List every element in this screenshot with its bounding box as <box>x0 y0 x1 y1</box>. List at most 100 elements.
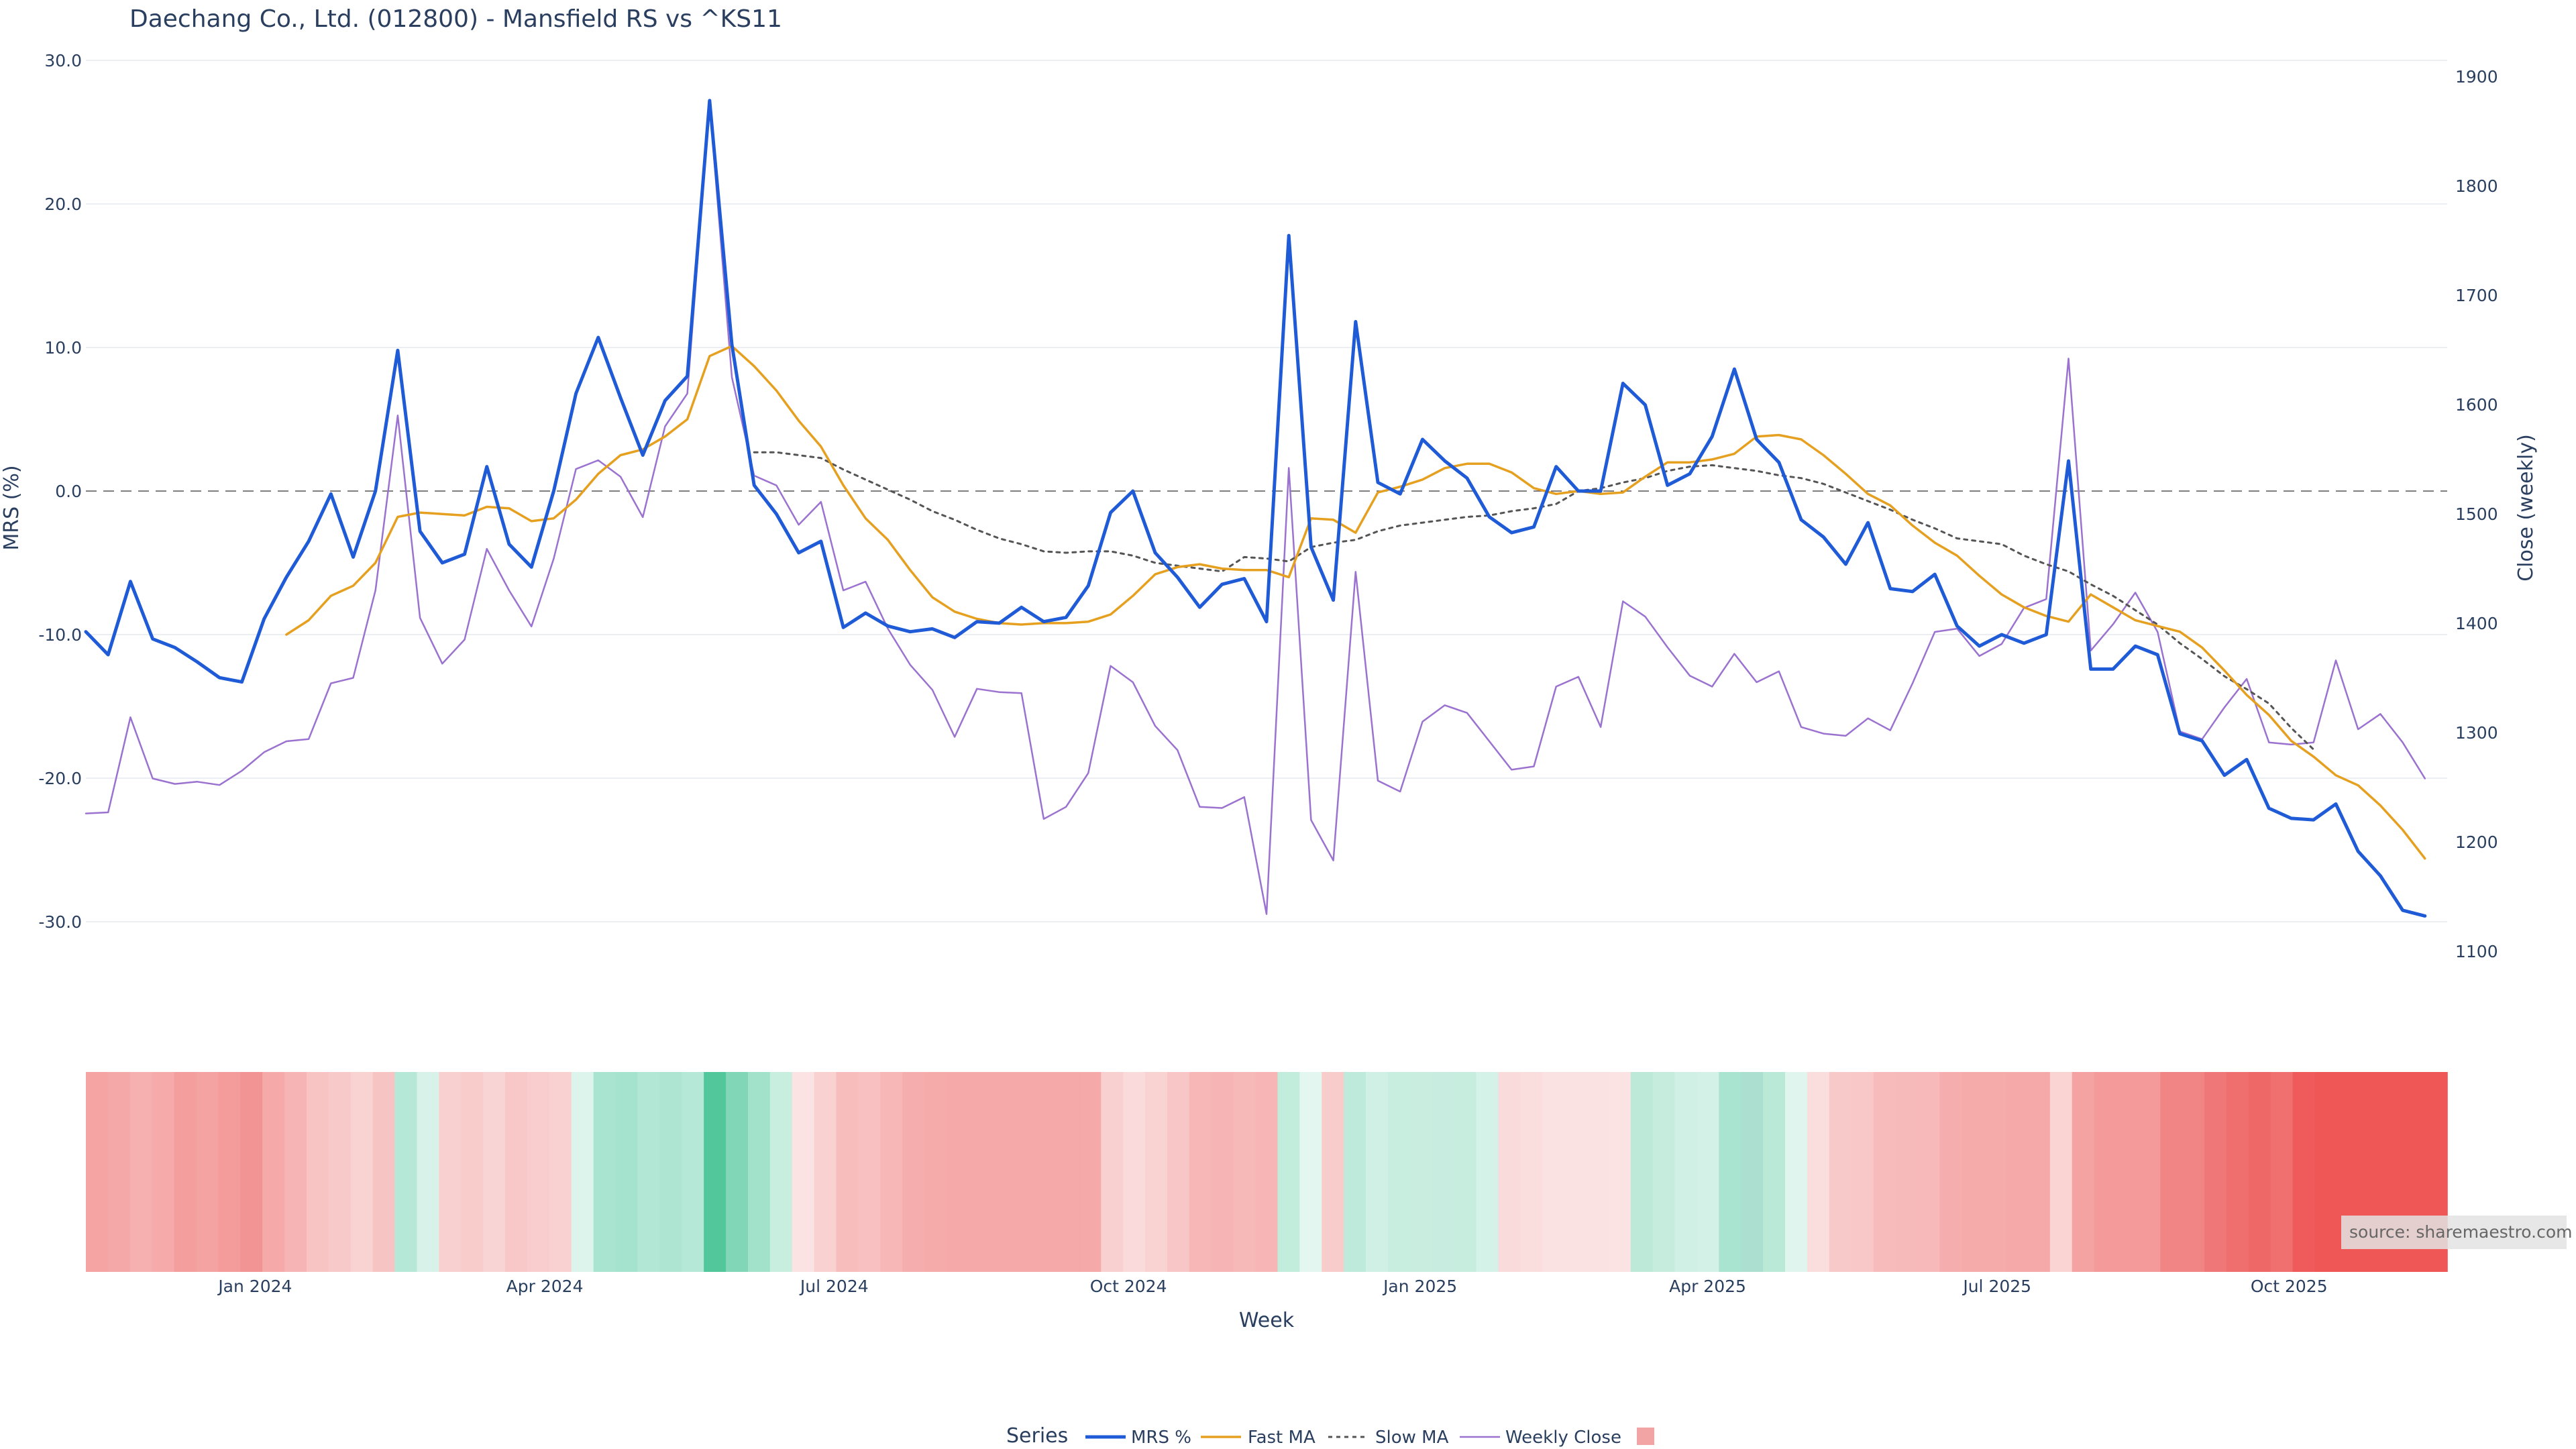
heatmap-cell <box>902 1072 925 1272</box>
right-tick-label: 1600 <box>2455 395 2498 415</box>
heatmap-cell <box>1564 1072 1587 1272</box>
heatmap-cell <box>2314 1072 2338 1272</box>
heatmap-cell <box>152 1072 175 1272</box>
heatmap-cell <box>1917 1072 1941 1272</box>
heatmap-cell <box>682 1072 704 1272</box>
left-axis-ticks: 30.0 20.0 10.0 0.0 -10.0 -20.0 -30.0 <box>38 51 82 932</box>
heatmap-cell <box>2116 1072 2139 1272</box>
legend: Series MRS % Fast MA Slow MA Weekly Clos… <box>1006 1424 1654 1448</box>
series-line-slow-ma <box>753 451 2315 751</box>
heatmap-cell <box>284 1072 307 1272</box>
heatmap-cell <box>1012 1072 1036 1272</box>
heatmap-cell <box>174 1072 197 1272</box>
heatmap-cell <box>814 1072 837 1272</box>
heatmap-cell <box>240 1072 263 1272</box>
heatmap-cell <box>704 1072 727 1272</box>
heatmap-cell <box>2094 1072 2117 1272</box>
heatmap-cell <box>2049 1072 2073 1272</box>
heatmap-cell <box>417 1072 440 1272</box>
heatmap-cell <box>86 1072 109 1272</box>
x-tick-label: Oct 2024 <box>1090 1277 1167 1296</box>
heatmap-cell <box>1984 1072 2006 1272</box>
left-tick-label: 20.0 <box>44 195 82 214</box>
right-tick-label: 1800 <box>2455 176 2498 196</box>
heatmap-strip <box>86 1072 2448 1272</box>
heatmap-cell <box>637 1072 661 1272</box>
heatmap-cell <box>1145 1072 1168 1272</box>
heatmap-cell <box>924 1072 947 1272</box>
x-tick-label: Jan 2024 <box>217 1277 292 1296</box>
left-axis-title: MRS (%) <box>0 465 23 550</box>
left-tick-label: 0.0 <box>55 482 82 501</box>
heatmap-cell <box>1079 1072 1102 1272</box>
left-tick-label: -10.0 <box>38 625 82 645</box>
chart-title: Daechang Co., Ltd. (012800) - Mansfield … <box>129 5 782 33</box>
right-axis-title: Close (weekly) <box>2514 434 2538 582</box>
heatmap-cell <box>1652 1072 1676 1272</box>
heatmap-cell <box>1873 1072 1896 1272</box>
heatmap-cell <box>1895 1072 1919 1272</box>
heatmap-cell <box>1630 1072 1654 1272</box>
heatmap-cell <box>2182 1072 2205 1272</box>
heatmap-cell <box>1807 1072 1830 1272</box>
heatmap-cell <box>1387 1072 1411 1272</box>
heatmap-cell <box>2204 1072 2227 1272</box>
x-tick-label: Jul 2025 <box>1962 1277 2031 1296</box>
heatmap-cell <box>2248 1072 2271 1272</box>
heatmap-cell <box>1299 1072 1323 1272</box>
heatmap-cell <box>1608 1072 1631 1272</box>
right-tick-label: 1200 <box>2455 833 2498 852</box>
heatmap-cell <box>1829 1072 1852 1272</box>
heatmap-cell <box>769 1072 793 1272</box>
x-tick-label: Apr 2024 <box>506 1277 584 1296</box>
x-tick-label: Jul 2024 <box>799 1277 869 1296</box>
heatmap-cell <box>1674 1072 1698 1272</box>
right-tick-label: 1700 <box>2455 286 2498 305</box>
heatmap-cell <box>394 1072 418 1272</box>
left-tick-label: -30.0 <box>38 912 82 932</box>
right-tick-label: 1100 <box>2455 942 2498 961</box>
heatmap-cell <box>129 1072 153 1272</box>
heatmap-cell <box>527 1072 550 1272</box>
heatmap-cell <box>1785 1072 1808 1272</box>
heatmap-cell <box>990 1072 1014 1272</box>
heatmap-cell <box>2072 1072 2095 1272</box>
heatmap-cell <box>2226 1072 2249 1272</box>
heatmap-cell <box>836 1072 859 1272</box>
heatmap-cell <box>615 1072 639 1272</box>
gridlines <box>86 60 2447 922</box>
x-axis-ticks: Jan 2024 Apr 2024 Jul 2024 Oct 2024 Jan 2025… <box>217 1277 2327 1296</box>
heatmap-cell <box>1189 1072 1212 1272</box>
heatmap-cell <box>880 1072 903 1272</box>
x-tick-label: Jan 2025 <box>1382 1277 1457 1296</box>
legend-label-fast-ma[interactable]: Fast MA <box>1248 1428 1316 1448</box>
heatmap-cell <box>2006 1072 2029 1272</box>
series-lines <box>84 99 2427 918</box>
series-line-fast-ma <box>285 345 2426 860</box>
heatmap-cell <box>306 1072 329 1272</box>
heatmap-cell <box>946 1072 969 1272</box>
right-tick-label: 1300 <box>2455 723 2498 743</box>
right-tick-label: 1400 <box>2455 614 2498 633</box>
legend-label-weekly-close[interactable]: Weekly Close <box>1505 1428 1621 1448</box>
heatmap-cell <box>218 1072 241 1272</box>
source-watermark-background <box>2341 1216 2567 1249</box>
series-line-weekly-close <box>85 103 2426 915</box>
source-watermark: source: sharemaestro.com <box>2341 1216 2573 1249</box>
x-tick-label: Oct 2025 <box>2251 1277 2328 1296</box>
legend-label-slow-ma[interactable]: Slow MA <box>1375 1428 1449 1448</box>
heatmap-cell <box>505 1072 528 1272</box>
heatmap-cell <box>1741 1072 1764 1272</box>
heatmap-cell <box>858 1072 881 1272</box>
legend-swatch-heatmap[interactable] <box>1637 1428 1654 1445</box>
heatmap-cell <box>1498 1072 1521 1272</box>
legend-label-mrs[interactable]: MRS % <box>1131 1428 1191 1448</box>
heatmap-cell <box>1520 1072 1544 1272</box>
heatmap-cell <box>2138 1072 2161 1272</box>
heatmap-cell <box>571 1072 594 1272</box>
heatmap-cell <box>1101 1072 1124 1272</box>
heatmap-cell <box>1763 1072 1786 1272</box>
heatmap-cell <box>1034 1072 1058 1272</box>
heatmap-cell <box>1322 1072 1344 1272</box>
heatmap-cell <box>2027 1072 2051 1272</box>
